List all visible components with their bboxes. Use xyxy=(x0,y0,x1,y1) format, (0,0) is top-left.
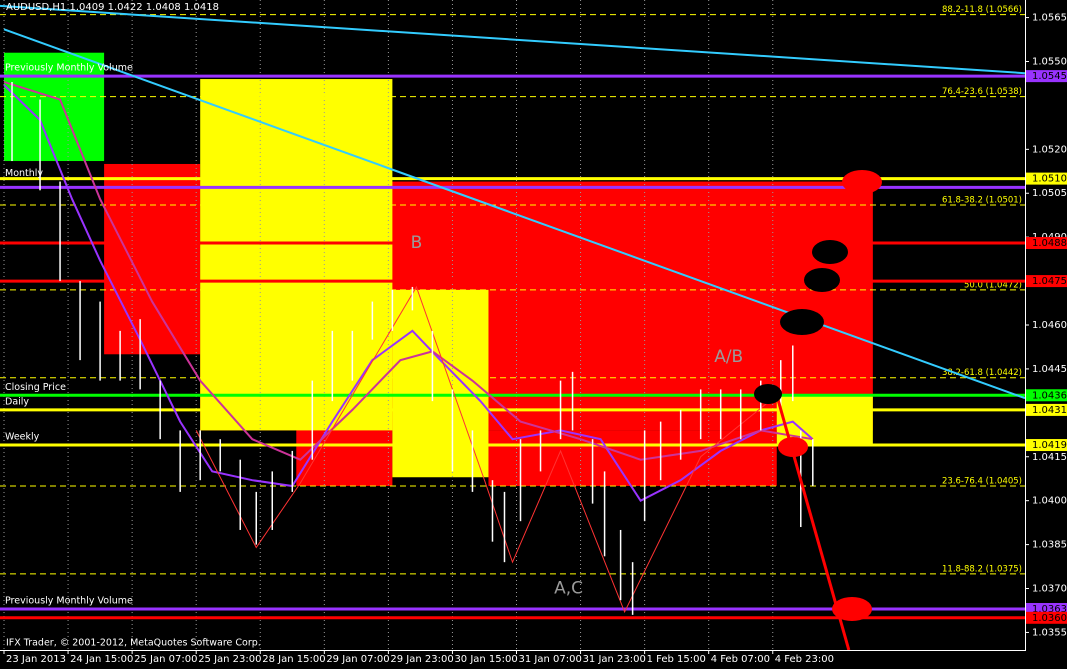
x-tick-label: 31 Jan 07:00 xyxy=(519,654,582,665)
x-tick-label: 29 Jan 23:00 xyxy=(390,654,453,665)
line-note: Monthly xyxy=(5,168,43,179)
x-tick-label: 31 Jan 23:00 xyxy=(583,654,646,665)
x-tick-label: 28 Jan 15:00 xyxy=(262,654,325,665)
chart-title: AUDUSD,H1 1.0409 1.0422 1.0408 1.0418 xyxy=(6,2,219,13)
fib-label: 11.8-88.2 (1.0375) xyxy=(942,564,1022,574)
price-label-box xyxy=(1026,403,1067,416)
x-tick-label: 4 Feb 23:00 xyxy=(775,654,834,665)
x-tick-label: 23 Jan 2013 xyxy=(6,654,66,665)
y-tick-label: 1.0370 xyxy=(1032,584,1067,595)
trendline xyxy=(3,28,1026,400)
line-note: Weekly xyxy=(5,432,40,443)
line-note: Closing Price xyxy=(5,382,66,393)
y-tick-label: 1.0550 xyxy=(1032,56,1067,67)
price-label: 1.0419 xyxy=(1032,440,1067,451)
fib-label: 38.2-61.8 (1.0442) xyxy=(942,368,1022,378)
x-tick-label: 30 Jan 15:00 xyxy=(454,654,517,665)
price-label: 1.0488 xyxy=(1032,238,1067,249)
price-label: 1.0431 xyxy=(1032,405,1067,416)
price-label-box xyxy=(1026,237,1067,250)
trendline xyxy=(0,4,1026,75)
y-tick-label: 1.0520 xyxy=(1032,144,1067,155)
y-tick-label: 1.0415 xyxy=(1032,452,1067,463)
price-label-box xyxy=(1026,439,1067,452)
x-tick-label: 25 Jan 23:00 xyxy=(198,654,261,665)
zone xyxy=(4,52,105,162)
price-label-box xyxy=(1026,275,1067,288)
y-tick-label: 1.0505 xyxy=(1032,188,1067,199)
x-tick-label: 4 Feb 07:00 xyxy=(711,654,770,665)
price-label: 1.0436 xyxy=(1032,390,1067,401)
line-note: Previously Monthly Volume xyxy=(5,63,133,74)
marker xyxy=(812,240,848,264)
y-tick-label: 1.0565 xyxy=(1032,13,1067,24)
x-tick-label: 1 Feb 15:00 xyxy=(647,654,706,665)
marker xyxy=(780,309,824,335)
x-tick-label: 24 Jan 15:00 xyxy=(70,654,133,665)
zone xyxy=(488,430,777,487)
y-tick-label: 1.0385 xyxy=(1032,540,1067,551)
y-tick-label: 1.0460 xyxy=(1032,320,1067,331)
y-tick-label: 1.0445 xyxy=(1032,364,1067,375)
annotation: A,C xyxy=(554,579,583,599)
line-note: Daily xyxy=(5,396,29,407)
price-label-box xyxy=(1026,70,1067,83)
fib-label: 61.8-38.2 (1.0501) xyxy=(942,195,1022,205)
marker xyxy=(804,268,840,292)
price-label: 1.0510 xyxy=(1032,174,1067,185)
fib-label: 50.0 (1.0472) xyxy=(964,280,1022,290)
marker xyxy=(778,437,808,457)
zigzag xyxy=(195,285,778,614)
time-axis-border xyxy=(0,650,1026,651)
price-label-box xyxy=(1026,389,1067,402)
x-tick-label: 25 Jan 07:00 xyxy=(134,654,197,665)
annotation: A/B xyxy=(714,347,743,367)
fib-label: 23.6-76.4 (1.0405) xyxy=(942,477,1022,487)
zone xyxy=(200,79,393,431)
fib-label: 76.4-23.6 (1.0538) xyxy=(942,87,1022,97)
y-tick-label: 1.0355 xyxy=(1032,627,1067,638)
price-label: 1.0475 xyxy=(1032,276,1067,287)
plot-area: 88.2-11.8 (1.0566) 76.4-23.6 (1.0538) 61.8… xyxy=(0,0,1026,651)
price-label-box xyxy=(1026,611,1067,624)
line-note: Previously Monthly Volume xyxy=(5,596,133,607)
marker xyxy=(754,384,782,404)
marker xyxy=(832,597,872,621)
copyright: IFX Trader, © 2001-2012, MetaQuotes Soft… xyxy=(6,638,261,649)
zone xyxy=(104,163,201,355)
y-tick-label: 1.0400 xyxy=(1032,496,1067,507)
annotation: B xyxy=(411,233,423,253)
x-tick-label: 29 Jan 07:00 xyxy=(326,654,389,665)
price-label: 1.0545 xyxy=(1032,71,1067,82)
fib-label: 88.2-11.8 (1.0566) xyxy=(942,5,1022,15)
price-label: 1.0363 xyxy=(1032,604,1067,615)
marker xyxy=(842,170,882,194)
price-label-box xyxy=(1026,172,1067,185)
price-label: 1.0360 xyxy=(1032,613,1067,624)
